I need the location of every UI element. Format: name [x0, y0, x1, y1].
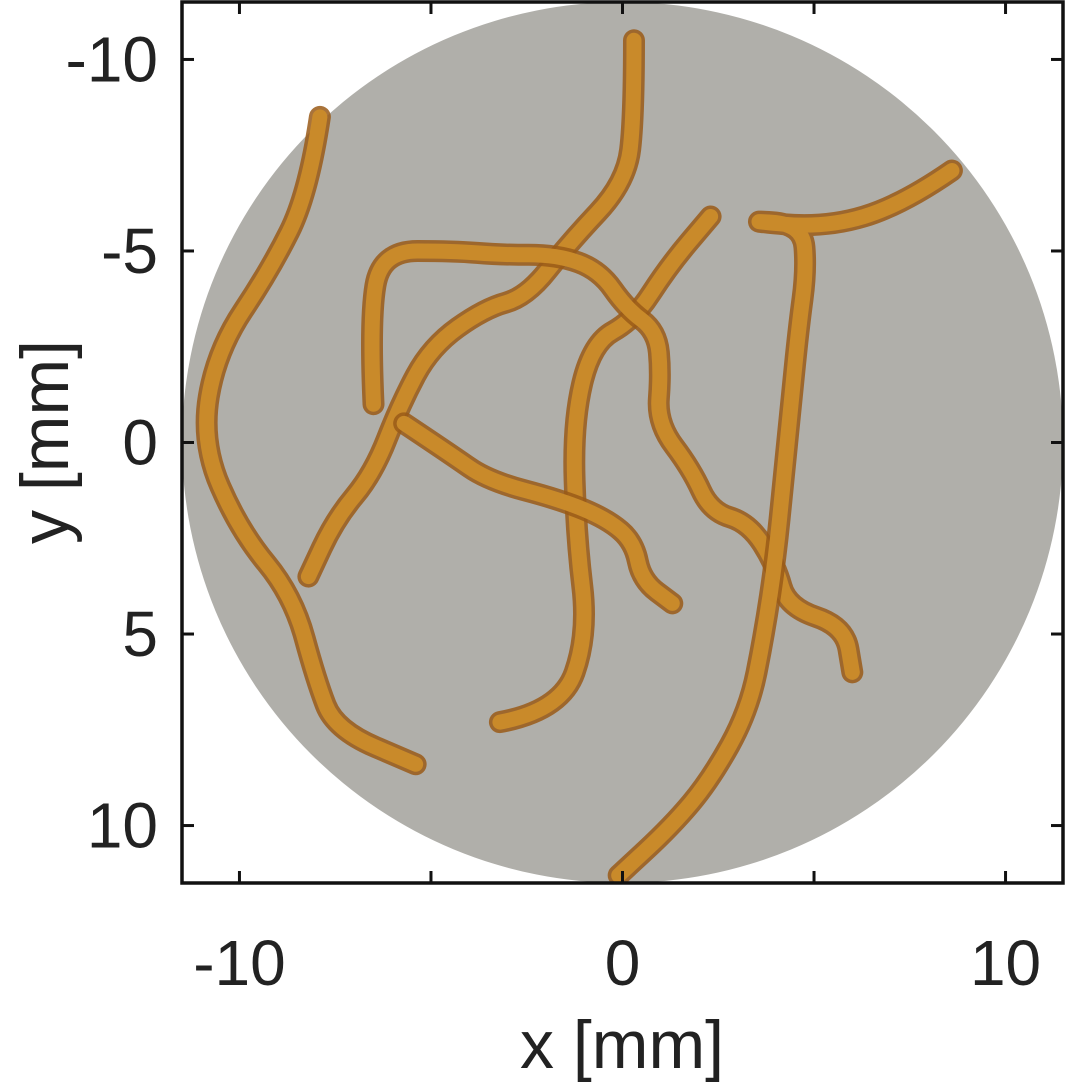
x-tick-label: 10 — [970, 927, 1041, 999]
y-axis-ticks: -10 -5 0 5 10 — [66, 23, 1063, 862]
worm-6 — [611, 163, 960, 883]
worm-2 — [492, 209, 719, 730]
y-tick-label: -5 — [101, 215, 158, 287]
y-tick-label: 0 — [122, 407, 158, 479]
worm-layer — [195, 29, 963, 883]
y-tick-label: 5 — [122, 598, 158, 670]
x-axis-ticks: -10 0 10 — [193, 2, 1041, 999]
worm-5 — [396, 415, 680, 611]
y-tick-label: -10 — [66, 23, 159, 95]
worm-1 — [199, 109, 424, 772]
x-tick-label: -10 — [193, 927, 286, 999]
x-tick-label: 0 — [605, 927, 641, 999]
y-tick-label: 10 — [87, 790, 158, 862]
y-axis-label: y [mm] — [7, 340, 83, 544]
x-axis-label: x [mm] — [520, 1007, 724, 1083]
worm-3 — [300, 32, 642, 585]
